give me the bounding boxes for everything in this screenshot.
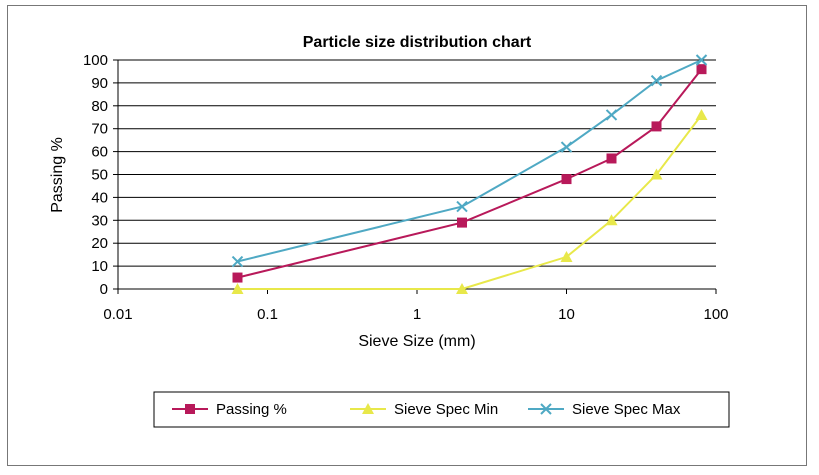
- series-line-sieve-spec-max: [238, 60, 702, 262]
- x-tick-labels: 0.01 0.1 1 10 100: [103, 306, 728, 323]
- legend-label: Sieve Spec Min: [394, 401, 498, 418]
- axes: [113, 60, 716, 294]
- y-tick-label: 50: [91, 167, 108, 184]
- data-point-sieve-spec-max: [562, 142, 572, 152]
- gridlines: [118, 60, 716, 266]
- data-point-sieve-spec-min: [696, 109, 708, 120]
- y-tick-label: 20: [91, 235, 108, 252]
- data-point-sieve-spec-max: [652, 76, 662, 86]
- data-point-passing: [457, 218, 467, 228]
- x-tick-label: 10: [558, 306, 575, 323]
- y-tick-label: 80: [91, 98, 108, 115]
- x-axis-title: Sieve Size (mm): [358, 333, 475, 350]
- legend-label: Sieve Spec Max: [572, 401, 681, 418]
- y-tick-label: 40: [91, 189, 108, 206]
- data-point-passing: [562, 174, 572, 184]
- y-tick-label: 100: [83, 52, 108, 69]
- series-sieve-spec-max: [233, 55, 707, 267]
- y-tick-label: 0: [100, 281, 108, 298]
- x-tick-label: 0.1: [257, 306, 278, 323]
- y-tick-label: 10: [91, 258, 108, 275]
- y-axis-title: Passing %: [49, 137, 66, 213]
- legend-swatch-marker: [185, 404, 195, 414]
- x-tick-label: 100: [703, 306, 728, 323]
- legend: Passing % Sieve Spec Min Sieve Spec Max: [154, 392, 729, 427]
- y-tick-label: 30: [91, 212, 108, 229]
- y-tick-label: 70: [91, 121, 108, 138]
- legend-label: Passing %: [216, 401, 287, 418]
- chart-title: Particle size distribution chart: [303, 34, 532, 51]
- data-point-sieve-spec-max: [607, 110, 617, 120]
- data-point-passing: [697, 64, 707, 74]
- y-tick-label: 90: [91, 75, 108, 92]
- y-tick-labels: 0 10 20 30 40 50 60 70 80 90 100: [83, 52, 108, 298]
- data-point-passing: [607, 153, 617, 163]
- data-point-passing: [233, 273, 243, 283]
- y-tick-label: 60: [91, 144, 108, 161]
- data-point-passing: [652, 121, 662, 131]
- x-tick-label: 0.01: [103, 306, 132, 323]
- x-tick-label: 1: [413, 306, 421, 323]
